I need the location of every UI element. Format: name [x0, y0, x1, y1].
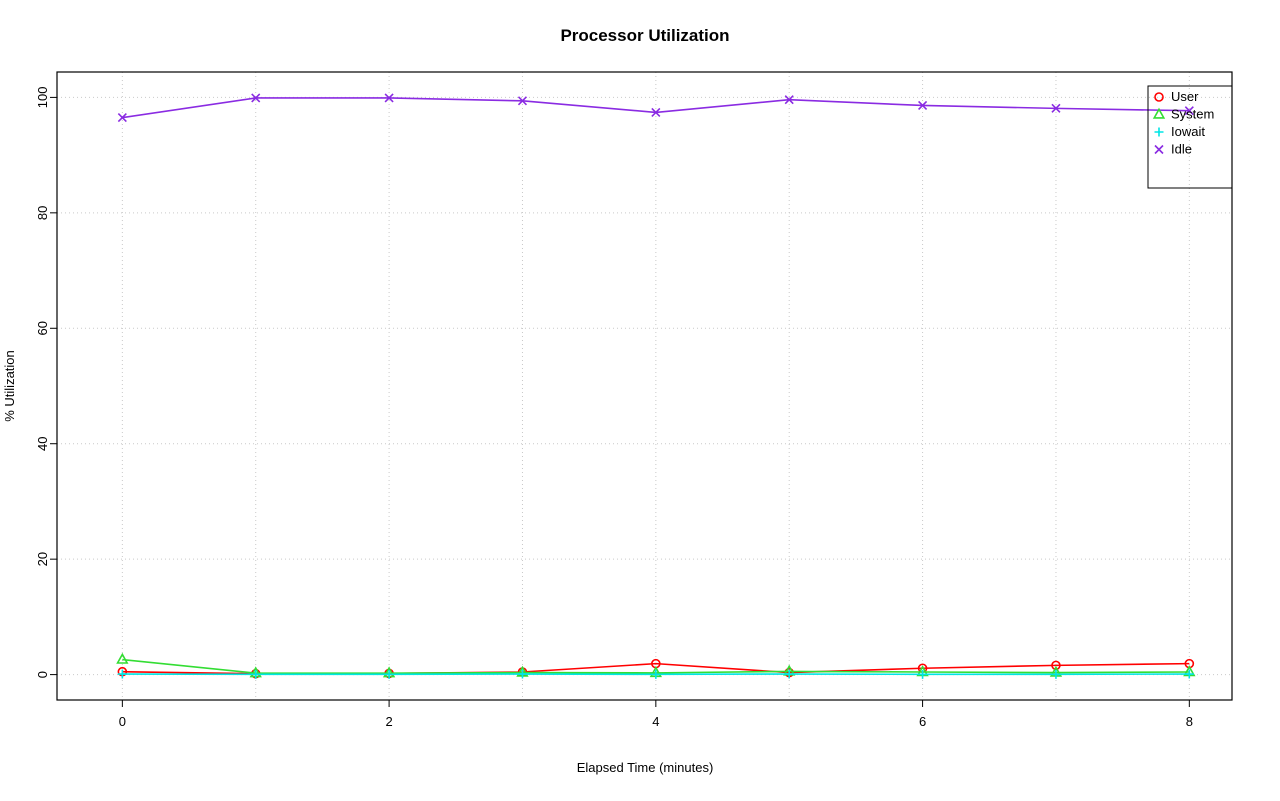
- series-iowait-marker: [651, 669, 661, 679]
- grid-lines: [57, 72, 1232, 700]
- legend-label-iowait: Iowait: [1171, 124, 1205, 139]
- legend-label-system: System: [1171, 107, 1214, 122]
- series-idle-marker: [651, 107, 661, 117]
- y-tick-label: 0: [35, 671, 50, 678]
- series-iowait-marker: [517, 669, 527, 679]
- x-tick-label: 2: [385, 714, 392, 729]
- x-tick-label: 4: [652, 714, 659, 729]
- y-tick-label: 100: [35, 87, 50, 109]
- series-idle-marker: [1184, 106, 1194, 116]
- series-iowait-marker: [117, 669, 127, 679]
- series-iowait-marker: [918, 669, 928, 679]
- legend: User System Iowait Idle: [1147, 85, 1233, 189]
- legend-marker-user: [1154, 92, 1164, 102]
- series-iowait-marker: [1051, 669, 1061, 679]
- series-iowait-marker: [1184, 669, 1194, 679]
- legend-marker-system: [1152, 107, 1166, 119]
- legend-label-idle: Idle: [1171, 142, 1192, 157]
- x-axis-label: Elapsed Time (minutes): [577, 760, 714, 775]
- series-idle-marker: [517, 96, 528, 106]
- series-iowait-marker: [784, 669, 794, 679]
- plot-border: [56, 71, 1233, 701]
- series-idle-marker: [1051, 103, 1061, 113]
- chart-title: Processor Utilization: [560, 26, 729, 45]
- series-iowait-marker: [251, 669, 261, 679]
- y-tick-label: 60: [35, 321, 50, 335]
- x-tick-label: 6: [919, 714, 926, 729]
- y-axis-label: % Utilization: [2, 350, 17, 422]
- series-user-marker: [1051, 660, 1061, 671]
- y-tick-label: 20: [35, 552, 50, 566]
- legend-marker-iowait: [1154, 127, 1164, 137]
- series-idle-marker: [251, 93, 261, 103]
- series-idle-marker: [384, 93, 394, 103]
- data-series: [116, 93, 1196, 679]
- series-idle-marker: [918, 100, 928, 111]
- y-tick-label: 80: [35, 206, 50, 220]
- x-tick-label: 8: [1186, 714, 1193, 729]
- series-iowait-marker: [384, 669, 394, 679]
- series-idle-marker: [784, 95, 794, 105]
- series-idle-marker: [117, 113, 127, 123]
- legend-marker-idle: [1154, 144, 1164, 155]
- x-tick-label: 0: [119, 714, 126, 729]
- series-system-marker: [116, 652, 129, 664]
- y-tick-label: 40: [35, 436, 50, 450]
- legend-label-user: User: [1171, 89, 1199, 104]
- legend-box: [1147, 85, 1233, 189]
